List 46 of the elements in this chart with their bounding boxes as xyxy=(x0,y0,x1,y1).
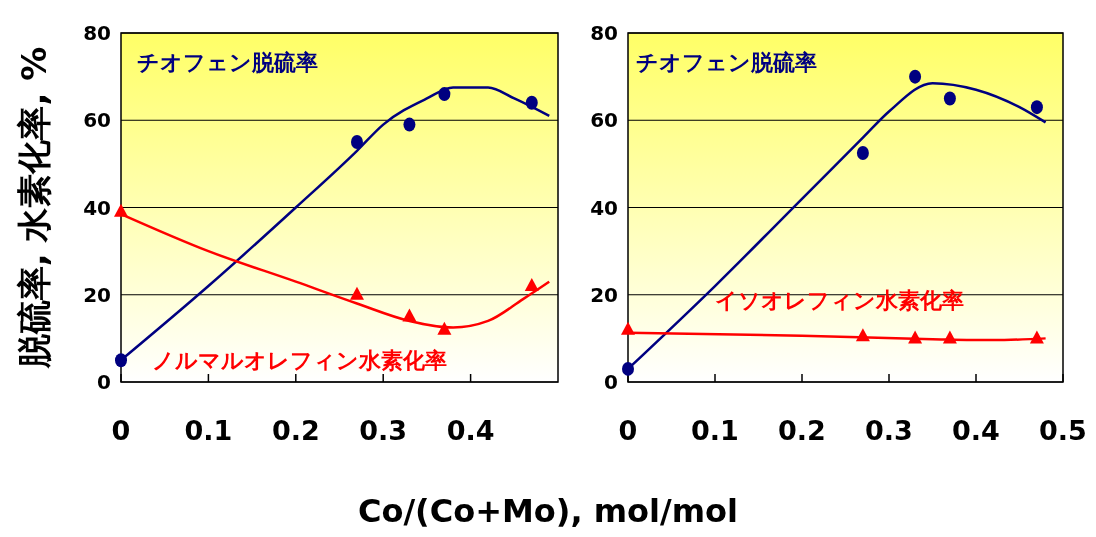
series-label: ノルマルオレフィン水素化率 xyxy=(152,348,447,373)
point xyxy=(1030,100,1043,115)
y-axis-title: 脱硫率, 水素化率, % xyxy=(14,46,54,370)
x-tick-label: 0 xyxy=(111,415,131,446)
x-tick-label: 0.5 xyxy=(1039,415,1087,446)
point xyxy=(908,330,923,344)
y-tick-label: 20 xyxy=(83,282,111,307)
point xyxy=(402,308,417,322)
point xyxy=(349,286,364,300)
y-tick-label: 40 xyxy=(590,195,618,220)
y-tick-label: 0 xyxy=(604,370,618,394)
x-tick-label: 0.3 xyxy=(359,415,408,446)
y-tick-label: 60 xyxy=(590,108,618,133)
point xyxy=(856,145,869,160)
point xyxy=(855,328,870,342)
point xyxy=(909,69,922,84)
point xyxy=(350,135,363,150)
x-tick-label: 0.1 xyxy=(184,415,233,446)
point xyxy=(437,321,452,335)
x-tick-label: 0.2 xyxy=(778,415,826,446)
point xyxy=(438,87,451,102)
point xyxy=(525,95,538,110)
point xyxy=(114,203,128,217)
point xyxy=(943,91,956,106)
y-tick-label: 20 xyxy=(590,282,618,307)
point xyxy=(942,330,957,344)
point xyxy=(622,361,634,376)
x-tick-label: 0.4 xyxy=(952,415,1000,446)
y-tick-label: 60 xyxy=(83,108,111,133)
y-tick-label: 40 xyxy=(83,195,111,220)
text: チオフェン脱硫率 xyxy=(636,50,817,75)
point xyxy=(621,321,635,335)
x-tick-label: 0.2 xyxy=(271,415,320,446)
x-tick-label: 0 xyxy=(618,415,638,446)
x-tick-label: 0.1 xyxy=(691,415,739,446)
y-tick-label: 80 xyxy=(590,21,618,45)
y-tick-label: 80 xyxy=(83,21,111,45)
x-tick-label: 0.3 xyxy=(865,415,913,446)
point xyxy=(403,117,416,132)
text: チオフェン脱硫率 xyxy=(137,50,318,75)
x-axis-title: Co/(Co+Mo), mol/mol xyxy=(357,492,739,530)
x-tick-label: 0.4 xyxy=(446,415,495,446)
point xyxy=(1029,330,1044,344)
y-tick-label: 0 xyxy=(97,370,111,394)
point xyxy=(524,278,539,292)
series-label: イソオレフィン水素化率 xyxy=(715,288,964,313)
